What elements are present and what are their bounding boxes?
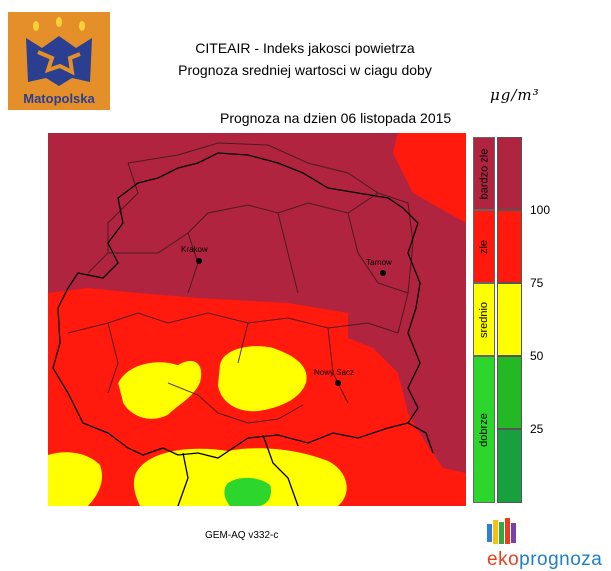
legend-cat-bardzo-zle: bardzo zle — [473, 137, 495, 210]
legend-value-scale — [497, 137, 522, 503]
city-krakow-marker — [196, 258, 202, 264]
scale-tick-100: 100 — [530, 203, 551, 217]
map-zone-dobrze — [224, 477, 272, 506]
legend-cat-srednio-label: srednio — [478, 301, 491, 338]
legend-cat-srednio: srednio — [473, 283, 495, 356]
scale-band-100plus — [497, 137, 522, 210]
logo-text: Matopolska — [23, 91, 95, 106]
ekoprognoza-brand: ekoprognoza — [487, 549, 602, 571]
model-version: GEM-AQ v332-c — [205, 530, 279, 541]
matopolska-logo: Matopolska — [8, 12, 110, 110]
chart-title: CITEAIR - Indeks jakosci powietrza — [195, 40, 415, 56]
legend-cat-zle: zle — [473, 210, 495, 283]
chart-subtitle: Prognoza sredniej wartosci w ciagu doby — [178, 62, 432, 78]
city-tarnow-label: Tarnow — [366, 258, 392, 267]
forecast-map-svg: Krakow Tarnow Nowy Sacz — [48, 133, 466, 507]
scale-tick-25: 25 — [530, 422, 544, 436]
legend-cat-dobrze-label: dobrze — [478, 412, 491, 447]
scale-band-75-100 — [497, 210, 522, 283]
city-nowy-sacz-label: Nowy Sacz — [314, 368, 354, 377]
scale-tick-50: 50 — [530, 349, 544, 363]
district-borders — [67, 142, 414, 424]
scale-band-50-75 — [497, 283, 522, 356]
map-zone-bardzo-zle — [48, 133, 466, 473]
unit-label: μg/m³ — [490, 86, 540, 104]
city-krakow-label: Krakow — [181, 245, 208, 254]
map-zone-srednio-west — [117, 360, 202, 420]
brand-suffix: prognoza — [519, 549, 603, 570]
city-tarnow-marker — [380, 270, 386, 276]
brand-prefix: eko — [487, 549, 520, 570]
matopolska-emblem-icon — [26, 17, 92, 86]
forecast-map: Krakow Tarnow Nowy Sacz — [48, 133, 466, 507]
scale-tick-75: 75 — [530, 276, 544, 290]
map-zone-srednio-center — [218, 346, 307, 412]
scale-band-25-50 — [497, 356, 522, 429]
legend-cat-dobrze: dobrze — [473, 356, 495, 503]
city-nowy-sacz-marker — [335, 380, 341, 386]
voivodeship-border — [52, 152, 434, 507]
legend-category-bar: bardzo zle zle srednio dobrze — [473, 137, 495, 503]
forecast-date: Prognoza na dzien 06 listopada 2015 — [220, 110, 452, 126]
map-zone-srednio-southwest — [48, 452, 103, 506]
legend-cat-zle-label: zle — [478, 239, 490, 254]
legend-cat-bardzo-zle-label: bardzo zle — [478, 148, 491, 199]
ekoprognoza-logo-icon — [487, 518, 521, 546]
scale-band-0-25 — [497, 429, 522, 503]
